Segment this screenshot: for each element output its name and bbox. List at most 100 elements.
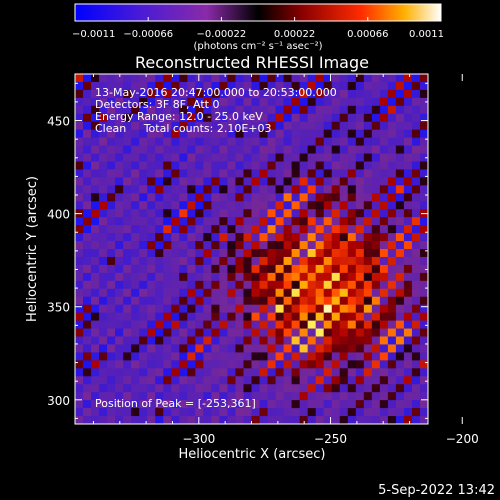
heatmap-cell	[147, 177, 156, 186]
heatmap-cell	[323, 137, 333, 146]
heatmap-cell	[331, 312, 341, 321]
heatmap-cell	[243, 352, 252, 361]
heatmap-cell	[419, 320, 428, 329]
heatmap-cell	[219, 272, 228, 282]
heatmap-cell	[75, 217, 84, 226]
heatmap-cell	[323, 161, 333, 170]
heatmap-cell	[211, 177, 220, 186]
heatmap-cell	[171, 129, 180, 139]
heatmap-cell	[267, 296, 276, 306]
heatmap-cell	[371, 264, 381, 274]
heatmap-cell	[123, 169, 132, 178]
heatmap-cell	[387, 328, 397, 337]
heatmap-cell	[171, 400, 180, 409]
heatmap-cell	[171, 408, 180, 417]
heatmap-cell	[259, 201, 268, 210]
heatmap-cell	[195, 145, 204, 154]
heatmap-cell	[171, 177, 180, 186]
heatmap-cell	[275, 376, 284, 385]
heatmap-cell	[347, 249, 357, 258]
heatmap-cell	[323, 392, 333, 401]
heatmap-cell	[315, 280, 325, 290]
heatmap-cell	[275, 312, 284, 321]
heatmap-cell	[243, 225, 252, 234]
heatmap-cell	[147, 217, 156, 226]
heatmap-cell	[315, 288, 325, 298]
heatmap-cell	[131, 256, 140, 266]
heatmap-cell	[235, 336, 244, 345]
heatmap-cell	[163, 105, 172, 115]
heatmap-cell	[315, 169, 325, 178]
heatmap-cell	[331, 408, 341, 417]
heatmap-cell	[219, 416, 228, 424]
heatmap-cell	[179, 256, 188, 266]
heatmap-cell	[83, 296, 92, 306]
heatmap-cell	[75, 288, 84, 298]
heatmap-cell	[131, 121, 140, 131]
heatmap-cell	[331, 280, 341, 290]
heatmap-cell	[339, 137, 349, 146]
heatmap-cell	[307, 352, 317, 361]
heatmap-cell	[331, 376, 341, 385]
heatmap-cell	[107, 256, 116, 266]
heatmap-cell	[83, 312, 92, 321]
heatmap-cell	[347, 177, 357, 186]
heatmap-cell	[347, 161, 357, 170]
heatmap-cell	[355, 344, 365, 353]
heatmap-cell	[379, 233, 389, 242]
heatmap-cell	[227, 408, 236, 417]
heatmap-cell	[331, 272, 341, 282]
heatmap-cell	[395, 225, 405, 234]
heatmap-cell	[115, 193, 124, 202]
heatmap-cell	[291, 113, 301, 123]
heatmap-cell	[211, 153, 220, 162]
heatmap-cell	[203, 320, 212, 329]
heatmap-cell	[307, 97, 317, 107]
heatmap-cell	[171, 328, 180, 337]
heatmap-cell	[275, 145, 284, 154]
heatmap-cell	[171, 336, 180, 345]
heatmap-cell	[299, 376, 309, 385]
heatmap-cell	[379, 344, 389, 353]
heatmap-cell	[371, 113, 381, 123]
heatmap-cell	[179, 320, 188, 329]
heatmap-cell	[259, 161, 268, 170]
heatmap-cell	[355, 185, 365, 194]
heatmap-cell	[387, 225, 397, 234]
heatmap-cell	[235, 161, 244, 170]
heatmap-cell	[419, 272, 428, 282]
heatmap-cell	[379, 296, 389, 306]
heatmap-cell	[147, 360, 156, 369]
heatmap-cell	[267, 209, 276, 218]
heatmap-cell	[299, 392, 309, 401]
heatmap-cell	[107, 368, 116, 377]
heatmap-cell	[123, 74, 132, 83]
heatmap-cell	[107, 217, 116, 226]
heatmap-cell	[419, 352, 428, 361]
heatmap-cell	[347, 193, 357, 202]
heatmap-cell	[267, 336, 276, 345]
heatmap-cell	[227, 368, 236, 377]
heatmap-cell	[411, 74, 421, 83]
heatmap-cell	[227, 105, 236, 115]
heatmap-cell	[275, 360, 284, 369]
heatmap-cell	[155, 416, 164, 424]
heatmap-cell	[147, 225, 156, 234]
heatmap-cell	[411, 280, 421, 290]
heatmap-cell	[371, 89, 381, 99]
heatmap-cell	[411, 376, 421, 385]
heatmap-cell	[403, 288, 413, 298]
heatmap-cell	[195, 408, 204, 417]
heatmap-cell	[163, 185, 172, 194]
heatmap-cell	[203, 296, 212, 306]
heatmap-cell	[163, 416, 172, 424]
heatmap-cell	[187, 344, 196, 353]
heatmap-cell	[283, 193, 293, 202]
heatmap-cell	[371, 225, 381, 234]
heatmap-cell	[299, 81, 309, 91]
heatmap-cell	[227, 113, 236, 123]
heatmap-cell	[283, 161, 293, 170]
heatmap-cell	[275, 169, 284, 178]
heatmap-cell	[99, 352, 108, 361]
heatmap-cell	[75, 320, 84, 329]
